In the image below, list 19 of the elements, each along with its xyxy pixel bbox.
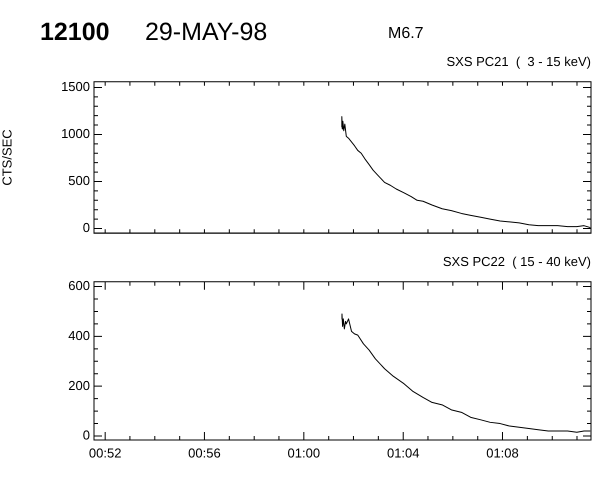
text: M6.7 (388, 25, 424, 43)
chart-title: SXS PC22 ( 15 - 40 keV) (442, 254, 591, 269)
chart-title: SXS PC21 ( 3 - 15 keV) (446, 54, 591, 69)
x-tick-label: 00:56 (188, 445, 221, 460)
y-tick-label: 1500 (61, 79, 90, 94)
y-tick-label: 0 (82, 428, 90, 443)
y-tick-label: 400 (68, 328, 90, 343)
y-tick-label: 600 (68, 278, 90, 294)
y-tick-label: 1000 (61, 126, 90, 142)
text: 12100 (40, 18, 110, 47)
x-tick-label: 01:00 (288, 445, 320, 460)
y-tick-label: 500 (68, 173, 90, 188)
y-axis-title: CTS/SEC (0, 129, 14, 186)
x-tick-label: 00:52 (88, 445, 122, 460)
text: 29-MAY-98 (145, 18, 268, 47)
x-tick-label: 01:08 (486, 445, 519, 460)
y-tick-label: 0 (82, 220, 90, 236)
y-tick-label: 200 (68, 378, 90, 393)
x-tick-label: 01:04 (386, 445, 420, 460)
